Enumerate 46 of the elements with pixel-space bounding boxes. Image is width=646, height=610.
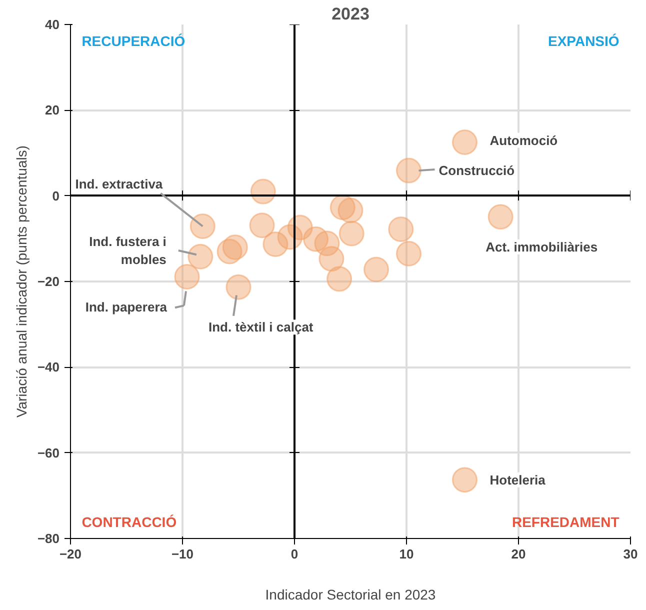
point (338, 220, 364, 246)
point (174, 264, 200, 290)
x-tick-label: −20 (59, 546, 82, 562)
y-tick-label: 0 (52, 188, 60, 204)
x-tick-label: −10 (171, 546, 194, 562)
annotation: RECUPERACIÓ (82, 33, 186, 50)
point (216, 238, 242, 264)
annotation: CONTRACCIÓ (82, 514, 177, 530)
annotation: Construcció (438, 163, 515, 178)
point (226, 274, 252, 300)
point (396, 158, 422, 184)
annotation: Ind. paperera (85, 299, 168, 314)
annotation: Hoteleria (490, 472, 546, 488)
chart-title: 2023 (332, 4, 370, 24)
point (388, 216, 414, 242)
x-axis-title: Indicador Sectorial en 2023 (265, 586, 436, 602)
point (452, 130, 478, 156)
y-tick-label: 40 (45, 17, 60, 32)
annotation: Automoció (490, 132, 558, 148)
point (364, 256, 390, 282)
y-tick-label: −40 (37, 360, 60, 375)
x-tick-label: 10 (399, 546, 414, 562)
y-tick-label: −20 (37, 274, 60, 289)
point (249, 212, 275, 238)
point (338, 198, 364, 224)
point (326, 266, 352, 292)
point (188, 244, 214, 270)
annotation: Act. immobiliàries (486, 239, 598, 254)
x-tick-label: 20 (511, 546, 526, 562)
annotation: EXPANSIÓ (548, 33, 620, 50)
point (452, 467, 478, 493)
annotation: REFREDAMENT (512, 514, 620, 530)
point (318, 246, 344, 272)
point (396, 240, 422, 266)
point (250, 178, 276, 204)
annotation: Ind. extractiva (75, 176, 164, 192)
point (190, 214, 216, 239)
y-tick-label: −60 (37, 445, 60, 460)
annotation: Ind. fustera i mobles (89, 234, 166, 268)
y-axis-title: Variació anual indicador (punts percentuals) (13, 145, 30, 418)
y-tick-label: −80 (37, 531, 60, 546)
x-tick-label: 0 (290, 546, 298, 562)
x-tick-label: 30 (623, 546, 638, 562)
annotation: Ind. tèxtil i calçat (208, 320, 314, 335)
y-tick-label: 20 (45, 102, 60, 118)
point (488, 204, 514, 230)
